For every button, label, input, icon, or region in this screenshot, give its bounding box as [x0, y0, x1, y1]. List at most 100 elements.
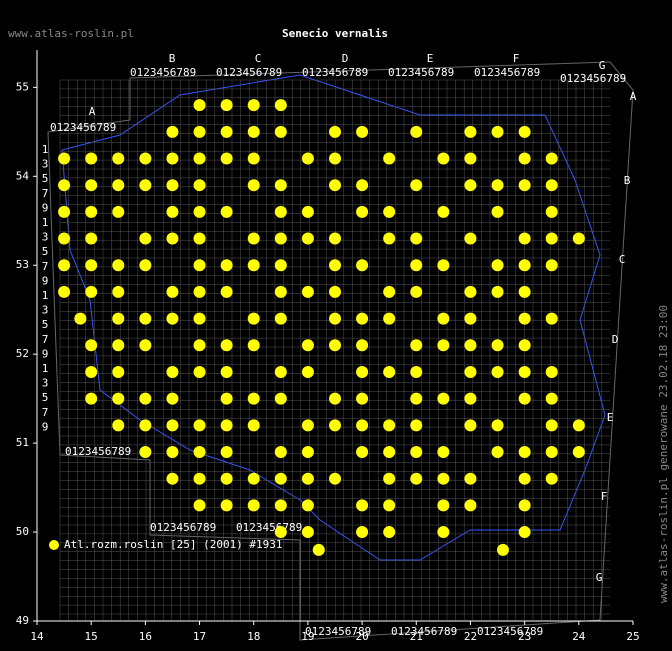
occurrence-point [545, 205, 558, 218]
grid-col-label: C [255, 52, 262, 65]
occurrence-point [572, 446, 585, 459]
grid-side-digit: 3 [42, 304, 49, 317]
grid-digits: 0123456789 [391, 625, 457, 638]
occurrence-point [247, 152, 260, 165]
occurrence-point [491, 125, 504, 138]
occurrence-point [166, 392, 179, 405]
occurrence-point [437, 205, 450, 218]
occurrence-point [112, 285, 125, 298]
side-note: www.atlas-roslin.pl generowane 23.02.18 … [657, 305, 670, 603]
occurrence-point [356, 179, 369, 192]
map-title: Senecio vernalis [282, 27, 388, 40]
occurrence-point [464, 125, 477, 138]
occurrence-point [112, 152, 125, 165]
occurrence-point [139, 232, 152, 245]
occurrence-point [464, 472, 477, 485]
y-tick-label: 52 [16, 347, 29, 360]
occurrence-point [85, 205, 98, 218]
occurrence-point [247, 125, 260, 138]
occurrence-point [166, 205, 179, 218]
occurrence-point [545, 446, 558, 459]
occurrence-point [247, 419, 260, 432]
occurrence-point [193, 472, 206, 485]
grid-digits: 0123456789 [150, 521, 216, 534]
occurrence-point [166, 365, 179, 378]
occurrence-point [139, 446, 152, 459]
occurrence-point [193, 446, 206, 459]
occurrence-point [410, 179, 423, 192]
grid-digits: 0123456789 [477, 625, 543, 638]
occurrence-point [410, 365, 423, 378]
occurrence-point [329, 285, 341, 298]
occurrence-point [518, 285, 531, 298]
occurrence-point [274, 472, 287, 485]
grid-side-digit: 3 [42, 377, 49, 390]
occurrence-point [410, 339, 423, 352]
grid-side-digit: 5 [42, 172, 49, 185]
occurrence-point [437, 526, 450, 539]
y-tick-label: 50 [16, 525, 29, 538]
occurrence-point [112, 205, 125, 218]
occurrence-point [58, 179, 71, 192]
occurrence-point [464, 312, 477, 325]
x-tick-label: 17 [193, 630, 206, 643]
occurrence-point [518, 526, 531, 539]
occurrence-point [193, 125, 206, 138]
occurrence-point [491, 205, 504, 218]
site-label: www.atlas-roslin.pl [8, 27, 134, 40]
occurrence-point [85, 392, 98, 405]
occurrence-point [518, 365, 531, 378]
grid-row-label: E [607, 411, 614, 424]
occurrence-point [518, 446, 531, 459]
occurrence-point [356, 446, 369, 459]
occurrence-point [356, 259, 369, 272]
occurrence-point [545, 312, 558, 325]
occurrence-point [312, 543, 325, 556]
grid-row-label: B [624, 174, 631, 187]
x-tick-label: 25 [626, 630, 639, 643]
grid-row-label: F [601, 490, 608, 503]
grid-col-label: D [342, 52, 349, 65]
occurrence-point [274, 205, 287, 218]
grid-frame [47, 61, 634, 641]
grid-digits: 0123456789 [130, 66, 196, 79]
occurrence-point [572, 232, 585, 245]
occurrence-point [301, 419, 314, 432]
occurrence-point [383, 365, 396, 378]
occurrence-point [356, 365, 369, 378]
occurrence-point [139, 152, 152, 165]
grid-digits: 0123456789 [50, 121, 116, 134]
occurrence-point [274, 99, 287, 112]
occurrence-point [383, 312, 396, 325]
grid-side-digit: 3 [42, 231, 49, 244]
occurrence-point [166, 312, 179, 325]
occurrence-point [356, 205, 369, 218]
occurrence-point [274, 526, 287, 539]
occurrence-point [518, 179, 531, 192]
occurrence-point [410, 232, 423, 245]
occurrence-point [410, 472, 423, 485]
occurrence-point [301, 152, 314, 165]
x-tick-label: 20 [355, 630, 368, 643]
grid-digits: 0123456789 [560, 72, 626, 85]
occurrence-point [166, 419, 179, 432]
occurrence-point [58, 205, 71, 218]
occurrence-point [85, 179, 98, 192]
occurrence-point [220, 259, 233, 272]
occurrence-point [301, 526, 314, 539]
occurrence-point [166, 446, 179, 459]
occurrence-point [437, 392, 450, 405]
occurrence-point [274, 312, 287, 325]
occurrence-point [491, 339, 504, 352]
grid-row-label: G [596, 571, 603, 584]
grid-side-digit: 7 [42, 333, 49, 346]
occurrence-point [518, 339, 531, 352]
occurrence-point [139, 339, 152, 352]
occurrence-point [437, 152, 450, 165]
grid-side-digit: 7 [42, 260, 49, 273]
occurrence-point [112, 419, 125, 432]
occurrence-point [329, 339, 341, 352]
occurrence-point [220, 446, 233, 459]
occurrence-point [301, 285, 314, 298]
occurrence-point [274, 125, 287, 138]
